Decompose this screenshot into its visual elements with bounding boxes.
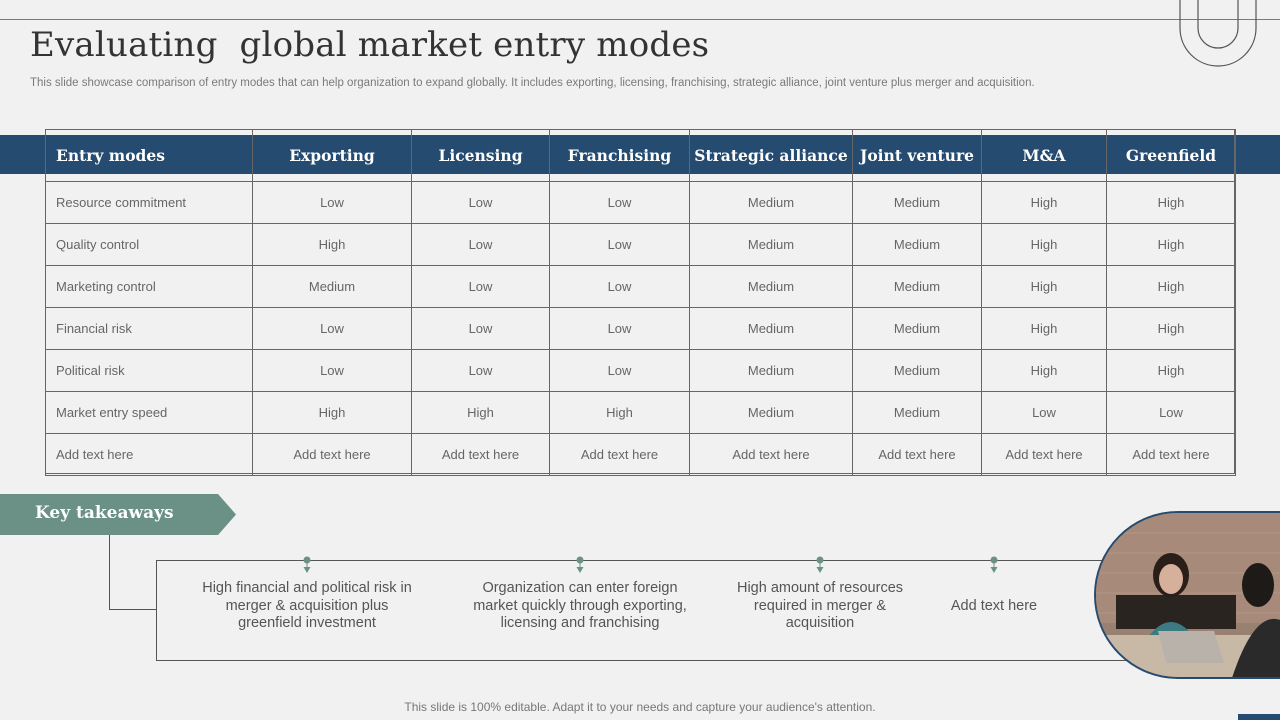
table-cell: Medium: [689, 223, 853, 266]
table-cell: High: [981, 223, 1107, 266]
table-cell: Medium: [689, 181, 853, 224]
table-cell: Medium: [852, 223, 982, 266]
table-cell: Medium: [852, 265, 982, 308]
corner-accent: [1238, 714, 1280, 720]
pin-marker-icon: [816, 556, 824, 573]
table-cell: Add text here: [549, 433, 690, 476]
key-takeaways-banner: [0, 494, 236, 535]
column-header: Entry modes: [45, 129, 253, 182]
table-cell: Low: [411, 181, 550, 224]
table-cell: Add text here: [252, 433, 412, 476]
table-cell: Add text here: [852, 433, 982, 476]
takeaway-text: Organization can enter foreign market qu…: [473, 580, 687, 631]
table-cell: Add text here: [411, 433, 550, 476]
table-cell: High: [1106, 181, 1236, 224]
takeaways-connector: [109, 535, 156, 610]
meeting-photo: [1094, 511, 1280, 679]
table-cell: High: [981, 349, 1107, 392]
rounded-u-decoration: [1179, 0, 1257, 67]
table-cell: High: [411, 391, 550, 434]
column-header: Exporting: [252, 129, 412, 182]
table-row: Political risk Low Low Low Medium Medium…: [45, 349, 1236, 392]
table-cell: High: [981, 307, 1107, 350]
pin-marker-icon: [303, 556, 311, 573]
column-header: Franchising: [549, 129, 690, 182]
table-cell: High: [252, 391, 412, 434]
table-cell: Add text here: [689, 433, 853, 476]
table-cell: High: [981, 181, 1107, 224]
takeaway-text: High financial and political risk in mer…: [202, 580, 412, 631]
table-cell: Medium: [852, 181, 982, 224]
table-row: Quality control High Low Low Medium Medi…: [45, 223, 1236, 266]
column-header: Greenfield: [1106, 129, 1236, 182]
table-cell: Low: [252, 181, 412, 224]
pin-marker-icon: [990, 556, 998, 573]
row-label: Add text here: [45, 433, 253, 476]
row-label: Market entry speed: [45, 391, 253, 434]
footer-note: This slide is 100% editable. Adapt it to…: [404, 700, 876, 714]
table-cell: Low: [549, 181, 690, 224]
page-title: Evaluating global market entry modes: [30, 25, 710, 65]
table-cell: Low: [549, 265, 690, 308]
key-takeaways-label: Key takeaways: [35, 503, 174, 523]
row-label: Political risk: [45, 349, 253, 392]
takeaway-text: Add text here: [950, 598, 1038, 614]
row-label: Resource commitment: [45, 181, 253, 224]
table-cell: Medium: [852, 391, 982, 434]
column-header: Joint venture: [852, 129, 982, 182]
table-cell: Low: [549, 307, 690, 350]
table-cell: Low: [1106, 391, 1236, 434]
takeaway-text: High amount of resources required in mer…: [736, 580, 904, 631]
table-cell: High: [981, 265, 1107, 308]
table-cell: Add text here: [1106, 433, 1236, 476]
table-row: Add text here Add text here Add text her…: [45, 433, 1236, 476]
table-outline: [45, 129, 1235, 474]
table-cell: High: [1106, 223, 1236, 266]
table-header-row: Entry modes Exporting Licensing Franchis…: [45, 129, 1236, 182]
column-header: M&A: [981, 129, 1107, 182]
page-subtitle: This slide showcase comparison of entry …: [30, 77, 1035, 89]
table-cell: Medium: [689, 349, 853, 392]
table-cell: Add text here: [981, 433, 1107, 476]
table-cell: Low: [252, 307, 412, 350]
top-rule: [0, 19, 1280, 20]
table-cell: Medium: [689, 265, 853, 308]
pin-marker-icon: [576, 556, 584, 573]
table-row: Resource commitment Low Low Low Medium M…: [45, 181, 1236, 224]
row-label: Quality control: [45, 223, 253, 266]
comparison-table: Entry modes Exporting Licensing Franchis…: [45, 129, 1236, 476]
